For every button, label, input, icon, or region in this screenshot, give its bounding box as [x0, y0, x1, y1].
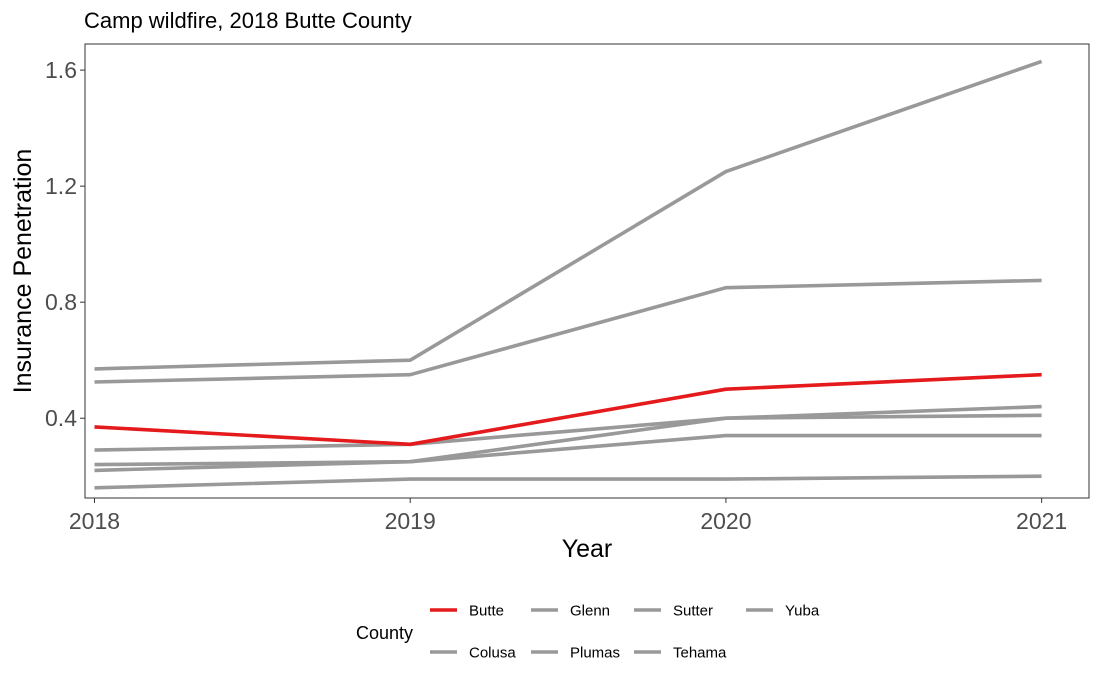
x-tick-label: 2020 [700, 508, 751, 534]
x-tick-label: 2021 [1016, 508, 1067, 534]
series-line-colusa [94, 59, 1043, 371]
x-tick-label: 2018 [69, 508, 120, 534]
legend-item-tehama: Tehama [634, 645, 727, 662]
series-line-sutter [94, 413, 1042, 467]
x-axis-title: Year [562, 535, 613, 563]
legend-label-yuba: Yuba [785, 603, 820, 620]
legend-item-butte: Butte [430, 603, 504, 620]
legend-label-plumas: Plumas [570, 645, 620, 662]
legend-label-sutter: Sutter [673, 603, 713, 620]
legend: County Butte Colusa Glenn Plumas Sutter Teham… [356, 603, 820, 662]
legend-title: County [356, 623, 413, 643]
legend-label-colusa: Colusa [469, 645, 516, 662]
series-line-yuba [94, 474, 1042, 490]
chart-title: Camp wildfire, 2018 Butte County [84, 8, 412, 33]
y-axis-title: Insurance Penetration [9, 149, 37, 394]
y-tick-label: 0.8 [45, 289, 77, 315]
series-line-tehama [94, 433, 1042, 473]
y-tick-label: 1.2 [45, 173, 77, 199]
legend-item-sutter: Sutter [634, 603, 713, 620]
series-line-glenn [94, 278, 1042, 384]
series-line-plumas [94, 404, 1042, 452]
x-tick-label: 2019 [385, 508, 436, 534]
legend-label-butte: Butte [469, 603, 504, 620]
legend-label-tehama: Tehama [673, 645, 727, 662]
y-tick-label: 1.6 [45, 57, 77, 83]
x-axis: 2018 2019 2020 2021 [69, 498, 1067, 534]
series-line-butte [94, 372, 1042, 447]
legend-item-plumas: Plumas [531, 645, 620, 662]
legend-item-glenn: Glenn [531, 603, 610, 620]
legend-item-yuba: Yuba [746, 603, 820, 620]
legend-item-colusa: Colusa [430, 645, 516, 662]
plot-panel [84, 43, 1090, 499]
y-tick-label: 0.4 [45, 405, 77, 431]
legend-items: Butte Colusa Glenn Plumas Sutter Tehama Yuba [430, 603, 820, 662]
legend-label-glenn: Glenn [570, 603, 610, 620]
y-axis: 0.4 0.8 1.2 1.6 [45, 57, 85, 431]
series-layer [94, 59, 1043, 490]
